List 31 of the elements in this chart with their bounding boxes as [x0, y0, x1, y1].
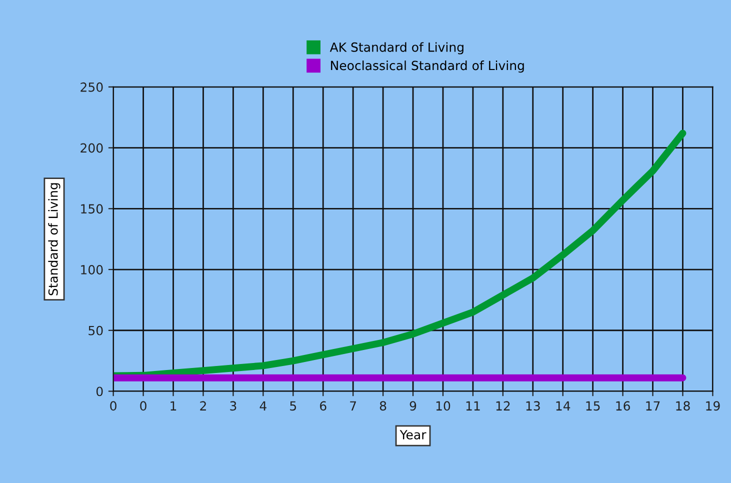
x-tick-label: 7 — [350, 401, 356, 410]
x-tick-label: 11 — [466, 401, 480, 410]
x-tick-label: 0 — [140, 401, 146, 411]
x-tick-label: 4 — [260, 401, 266, 410]
x-axis-title: Year — [400, 430, 426, 440]
x-tick-label: 1 — [170, 401, 176, 410]
x-tick-label: 3 — [230, 401, 236, 411]
x-tick-label: 18 — [676, 401, 690, 411]
x-tick-label: 8 — [380, 401, 386, 411]
y-tick-label: 100 — [81, 264, 103, 274]
x-tick-label: 14 — [556, 401, 570, 410]
y-tick-label: 250 — [80, 82, 103, 92]
legend-label: Neoclassical Standard of Living — [331, 60, 524, 73]
x-tick-label: 17 — [646, 401, 660, 410]
x-tick-label: 19 — [706, 401, 720, 411]
y-tick-label: 0 — [96, 386, 103, 396]
x-tick-label: 16 — [616, 401, 630, 411]
y-tick-label: 200 — [80, 143, 103, 153]
x-tick-label: 12 — [496, 401, 510, 410]
y-axis-title: Standard of Living — [48, 183, 60, 296]
x-tick-label: 15 — [586, 401, 600, 411]
x-tick-label: 0 — [110, 401, 116, 411]
x-tick-label: 13 — [526, 401, 540, 411]
x-tick-label: 10 — [436, 401, 450, 411]
x-tick-label: 6 — [320, 401, 326, 411]
legend-label: AK Standard of Living — [330, 42, 464, 54]
x-tick-label: 9 — [410, 401, 416, 411]
y-tick-label: 150 — [81, 204, 103, 214]
y-tick-label: 50 — [88, 326, 103, 336]
x-tick-label: 5 — [290, 401, 296, 411]
x-tick-label: 2 — [200, 401, 206, 410]
